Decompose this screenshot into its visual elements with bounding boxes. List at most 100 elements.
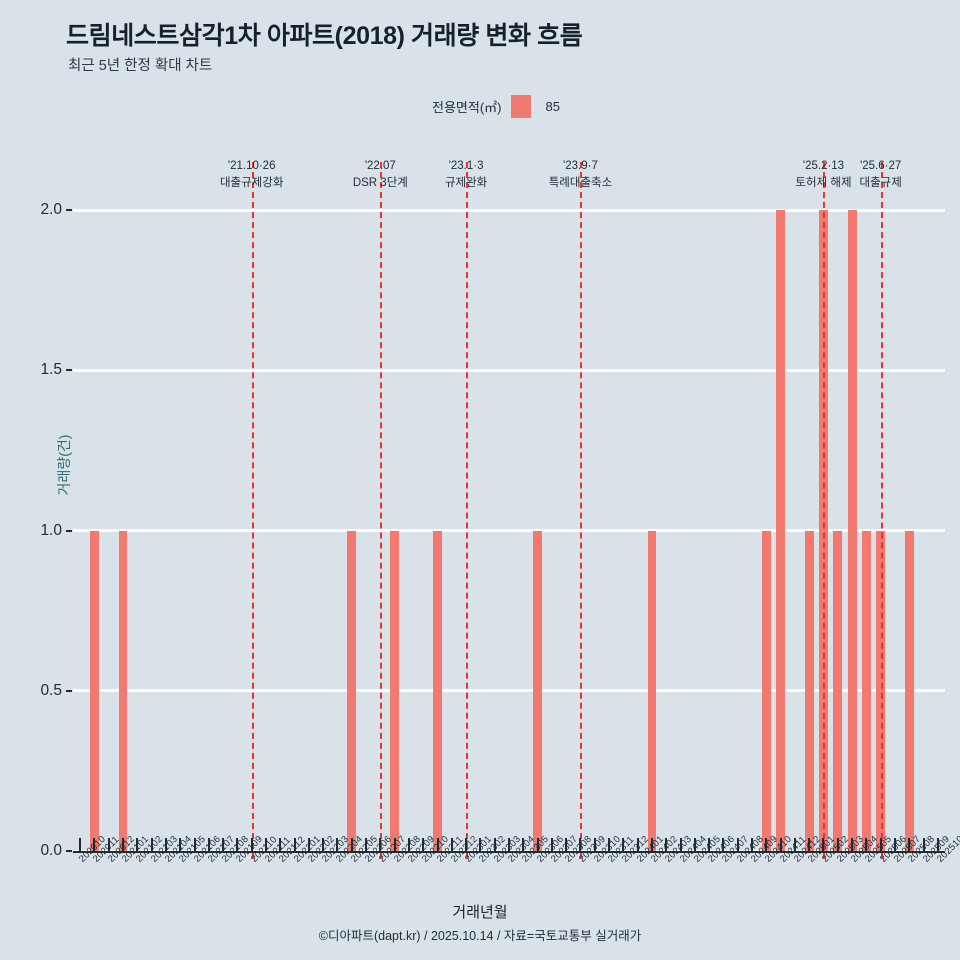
x-axis-tick-mark [307,838,310,851]
x-axis-tick-mark [736,838,739,851]
event-marker-line [251,162,254,859]
y-axis-tick-label: 0.5 [40,681,62,699]
bar[interactable] [804,530,814,851]
bar[interactable] [833,530,843,851]
legend-swatch-85[interactable] [510,95,531,118]
x-axis-line [73,851,945,853]
bar[interactable] [90,530,99,851]
gridline [73,368,945,372]
x-axis-tick-mark [836,838,839,851]
x-axis-tick-mark [350,838,353,851]
gridline [73,529,945,532]
x-axis-tick-mark [622,838,625,851]
x-axis-tick-mark [164,838,167,851]
bar[interactable] [433,530,442,851]
x-axis-tick-mark [179,838,182,851]
x-axis-tick-mark [665,838,668,851]
x-axis-tick-mark [636,838,639,851]
bar[interactable] [819,210,828,851]
x-axis-tick-mark [479,838,482,851]
y-axis-tick-label: 2.0 [40,201,62,218]
x-axis-tick-mark [236,838,239,851]
y-axis-tick-label: 1.5 [40,361,62,379]
x-axis-tick-mark [250,838,253,851]
chart-legend: 전용면적(㎡) 85 [432,95,560,118]
x-axis-tick-mark [650,838,653,851]
y-axis-label: 거래량(건) [56,434,72,496]
bar[interactable] [876,530,886,851]
y-axis-tick-mark [66,209,72,211]
y-axis-tick-label: 1.0 [40,521,62,539]
bar[interactable] [776,210,786,851]
x-axis-tick-mark [336,838,339,851]
event-name: 대출규제강화 [219,176,284,189]
x-axis-tick-mark [393,838,396,851]
x-axis-tick-mark [493,838,496,851]
x-axis-tick-mark [708,838,711,851]
x-axis-tick-mark [508,838,510,851]
x-axis-tick-mark [365,838,368,851]
x-axis-tick-mark [751,838,754,851]
bar[interactable] [390,530,400,851]
event-name: 토허제 해제 [795,176,852,189]
event-annotation: '23.1·3 규제완화 [445,158,487,191]
x-axis-tick-mark [279,838,282,851]
y-axis-tick-mark [66,529,72,532]
y-axis-tick-mark [66,369,72,372]
x-axis-tick-mark [793,838,796,851]
x-axis-tick-mark [608,838,611,851]
x-axis-tick-mark [536,838,539,851]
x-axis-tick-mark [379,838,382,851]
x-axis-tick-mark [722,838,725,851]
chart-title: 드림네스트삼각1차 아파트(2018) 거래량 변화 흐름 [66,22,583,50]
plot-area [73,162,945,859]
bar[interactable] [761,530,771,851]
x-axis-tick-mark [879,838,882,851]
x-axis-tick-mark [264,838,267,851]
bar[interactable] [861,530,871,851]
bar[interactable] [533,530,543,851]
event-date: '25.6·27 [860,160,902,172]
x-axis-tick-mark [436,838,439,851]
x-axis-tick-mark [765,838,768,851]
x-axis-tick-mark [107,838,110,851]
x-axis-tick-mark [79,838,82,851]
bar[interactable] [118,530,128,851]
event-name: 규제완화 [444,176,488,189]
x-axis-tick-mark [450,838,453,851]
x-axis-tick-mark [322,838,325,851]
x-axis-tick-mark [893,838,896,851]
x-axis-tick-mark [465,838,468,851]
gridline [73,689,945,693]
x-axis-tick-mark [293,838,296,851]
x-axis-tick-mark [136,838,139,851]
x-axis-tick-mark [150,838,153,851]
x-axis-tick-mark [679,838,682,851]
x-axis-label: 거래년월 [452,904,508,921]
bar[interactable] [847,210,857,851]
x-axis-tick-mark [407,838,410,851]
event-annotation: '23.9·7 특례대출축소 [549,158,612,191]
bar[interactable] [647,530,657,851]
x-axis-tick-mark [808,838,811,851]
x-axis-tick-mark [222,838,225,851]
x-axis-tick-mark [522,838,525,851]
x-axis-tick-mark [207,838,210,851]
event-annotation: '25.6·27 대출규제 [860,158,902,191]
x-axis-tick-mark [822,838,825,851]
event-date: '21.10·26 [227,160,276,172]
event-marker-line [466,162,469,859]
event-annotation: '21.10·26 대출규제강화 [220,158,283,191]
bar[interactable] [904,530,914,851]
x-axis-tick-mark [193,838,196,851]
x-axis-tick-mark [579,838,582,851]
x-axis-tick-mark [693,838,696,851]
bar[interactable] [347,530,357,851]
gridline [73,208,945,212]
x-axis-tick-mark [93,838,96,851]
legend-title: 전용면적(㎡) [432,100,502,115]
y-axis-tick-mark [66,689,72,692]
event-name: 대출규제 [859,176,902,189]
x-axis-tick-mark [922,838,925,851]
x-axis-tick-mark [593,838,596,851]
